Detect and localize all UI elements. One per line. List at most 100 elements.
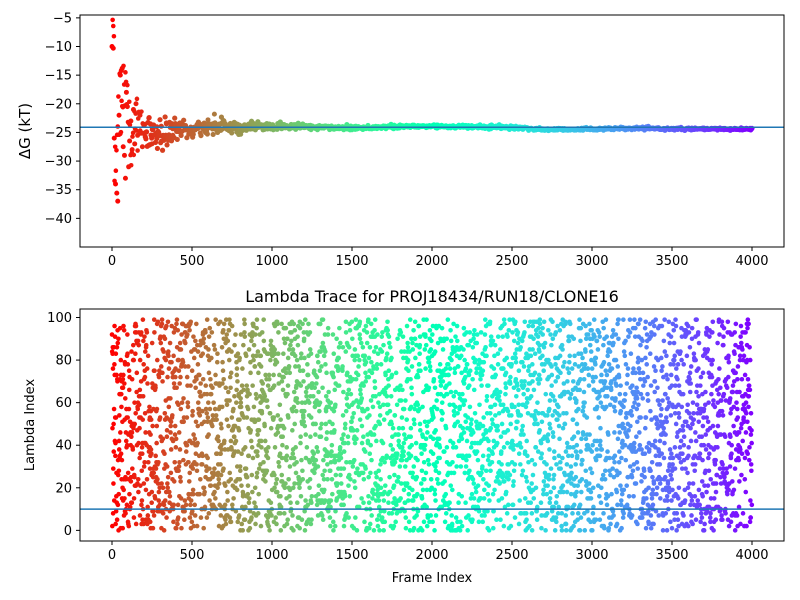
lambda-point — [336, 355, 342, 361]
lambda-point — [121, 487, 126, 493]
lambda-point — [168, 396, 173, 401]
lambda-point — [202, 419, 207, 425]
lambda-point — [319, 364, 324, 369]
lambda-point — [315, 449, 321, 454]
lambda-point — [132, 421, 138, 427]
lambda-point — [302, 317, 308, 322]
lambda-point — [182, 498, 188, 503]
lambda-point — [507, 472, 513, 478]
lambda-point — [633, 325, 638, 331]
lambda-point — [306, 400, 312, 405]
lambda-point — [643, 319, 649, 325]
lambda-point — [474, 419, 479, 425]
lambda-point — [341, 523, 347, 529]
lambda-point — [392, 413, 398, 418]
lambda-point — [665, 481, 671, 486]
lambda-point — [525, 453, 530, 459]
lambda-point — [235, 449, 241, 454]
lambda-point — [537, 342, 542, 348]
lambda-point — [179, 332, 184, 337]
lambda-point — [524, 400, 530, 405]
lambda-point — [352, 357, 358, 363]
lambda-point — [477, 425, 482, 431]
lambda-point — [277, 402, 283, 408]
lambda-point — [271, 415, 277, 420]
delta-g-point — [122, 175, 128, 181]
lambda-point — [687, 345, 693, 350]
lambda-point — [426, 385, 432, 391]
lambda-point — [140, 393, 146, 399]
lambda-point — [681, 434, 687, 440]
lambda-point — [163, 357, 169, 363]
lambda-point — [195, 423, 201, 429]
lambda-point — [145, 381, 150, 386]
delta-g-y-tick-label: −10 — [45, 40, 72, 55]
lambda-point — [668, 519, 673, 525]
delta-g-point — [154, 145, 161, 152]
lambda-point — [162, 410, 168, 416]
lambda-point — [466, 342, 472, 348]
delta-g-point — [163, 121, 169, 127]
lambda-point — [433, 464, 438, 469]
lambda-point — [275, 430, 281, 435]
lambda-point — [510, 502, 516, 508]
lambda-point — [449, 521, 455, 527]
lambda-point — [578, 515, 584, 520]
lambda-point — [674, 528, 679, 533]
lambda-point — [235, 379, 240, 384]
lambda-point — [652, 389, 658, 395]
lambda-point — [154, 406, 160, 412]
delta-g-point — [134, 128, 139, 133]
lambda-point — [244, 415, 250, 420]
lambda-point — [501, 366, 506, 371]
lambda-point — [371, 528, 377, 533]
lambda-point — [574, 421, 580, 427]
lambda-point — [549, 383, 554, 388]
lambda-point — [365, 406, 370, 412]
lambda-point — [349, 319, 355, 325]
lambda-point — [112, 362, 117, 367]
lambda-point — [417, 334, 423, 339]
lambda-point — [573, 462, 578, 467]
delta-g-x-ticks: 0 500 1000 1500 2000 2500 3000 3500 4000 — [108, 247, 769, 269]
lambda-point — [481, 496, 487, 501]
lambda-point — [141, 362, 146, 367]
lambda-point — [235, 519, 241, 525]
lambda-point — [332, 387, 338, 393]
lambda-point — [622, 353, 628, 359]
lambda-point — [647, 351, 653, 357]
lambda-point — [633, 481, 639, 486]
lambda-point — [467, 404, 473, 410]
lambda-point — [231, 496, 236, 501]
lambda-point — [611, 513, 616, 518]
lambda-point — [361, 434, 366, 440]
lambda-point — [685, 323, 691, 329]
lambda-point — [386, 383, 391, 388]
lambda-point — [204, 317, 210, 322]
lambda-point — [591, 504, 596, 510]
lambda-point — [686, 453, 691, 459]
lambda-point — [374, 366, 380, 371]
lambda-point — [355, 466, 360, 471]
lambda-point — [675, 362, 681, 367]
lambda-point — [718, 398, 724, 403]
lambda-point — [360, 470, 366, 476]
lambda-point — [382, 459, 387, 465]
lambda-point — [638, 376, 643, 382]
lambda-point — [431, 376, 437, 382]
lambda-point — [183, 449, 189, 454]
lambda-point — [356, 504, 362, 510]
lambda-point — [617, 391, 623, 397]
lambda-point — [538, 500, 544, 505]
lambda-point — [610, 466, 615, 471]
lambda-point — [185, 332, 190, 337]
lambda-point — [719, 408, 725, 414]
lambda-point — [534, 504, 540, 510]
lambda-point — [708, 476, 714, 482]
lambda-point — [234, 387, 239, 393]
lambda-point — [490, 338, 496, 344]
lambda-point — [583, 349, 588, 354]
lambda-point — [557, 413, 562, 418]
lambda-point — [680, 391, 686, 397]
lambda-point — [352, 479, 357, 484]
